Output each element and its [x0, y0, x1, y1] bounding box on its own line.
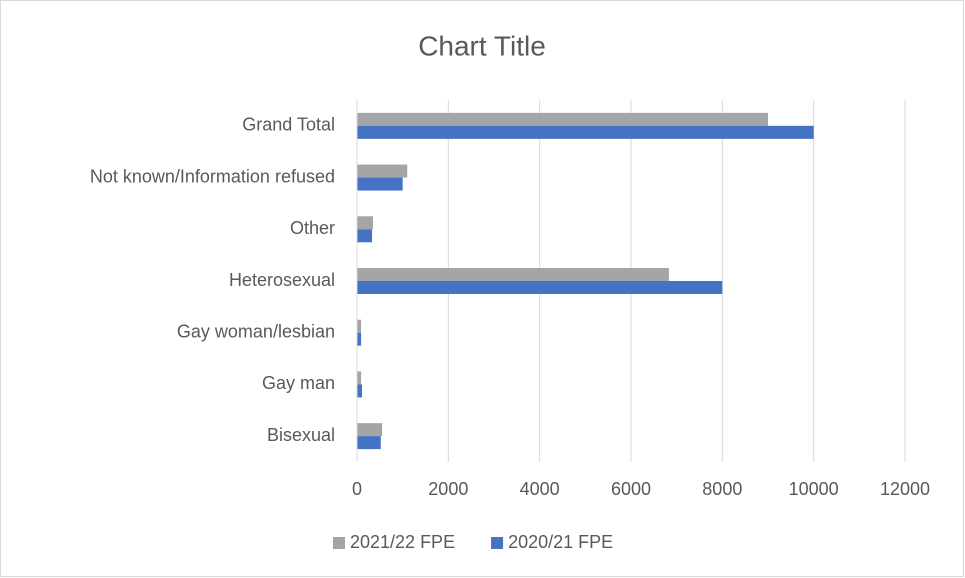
x-tick-label: 10000 [789, 479, 839, 499]
bar [357, 177, 403, 191]
y-tick-label: Gay man [262, 373, 335, 393]
y-tick-label: Heterosexual [229, 270, 335, 290]
bar [357, 423, 383, 437]
bar [357, 216, 373, 230]
bar [357, 332, 362, 346]
bar [357, 281, 723, 294]
legend-label: 2020/21 FPE [508, 532, 613, 552]
x-tick-label: 6000 [611, 479, 651, 499]
chart-title: Chart Title [418, 30, 546, 61]
bar [357, 229, 373, 243]
x-tick-label: 8000 [702, 479, 742, 499]
y-tick-label: Bisexual [267, 425, 335, 445]
bar [357, 384, 363, 398]
x-tick-label: 0 [352, 479, 362, 499]
y-tick-label: Gay woman/lesbian [177, 321, 335, 341]
bar [357, 436, 381, 450]
y-tick-label: Not known/Information refused [90, 166, 335, 186]
y-tick-label: Other [290, 218, 335, 238]
bar [357, 112, 768, 126]
bar [357, 125, 814, 139]
bar [357, 371, 362, 385]
legend-swatch [491, 537, 504, 549]
bar [357, 164, 408, 178]
x-tick-label: 12000 [880, 479, 930, 499]
legend-label: 2021/22 FPE [350, 532, 455, 552]
x-tick-label: 2000 [428, 479, 468, 499]
y-tick-label: Grand Total [242, 115, 335, 135]
x-tick-label: 4000 [520, 479, 560, 499]
bar [357, 268, 669, 281]
legend-swatch [333, 537, 345, 549]
bar [357, 319, 362, 333]
